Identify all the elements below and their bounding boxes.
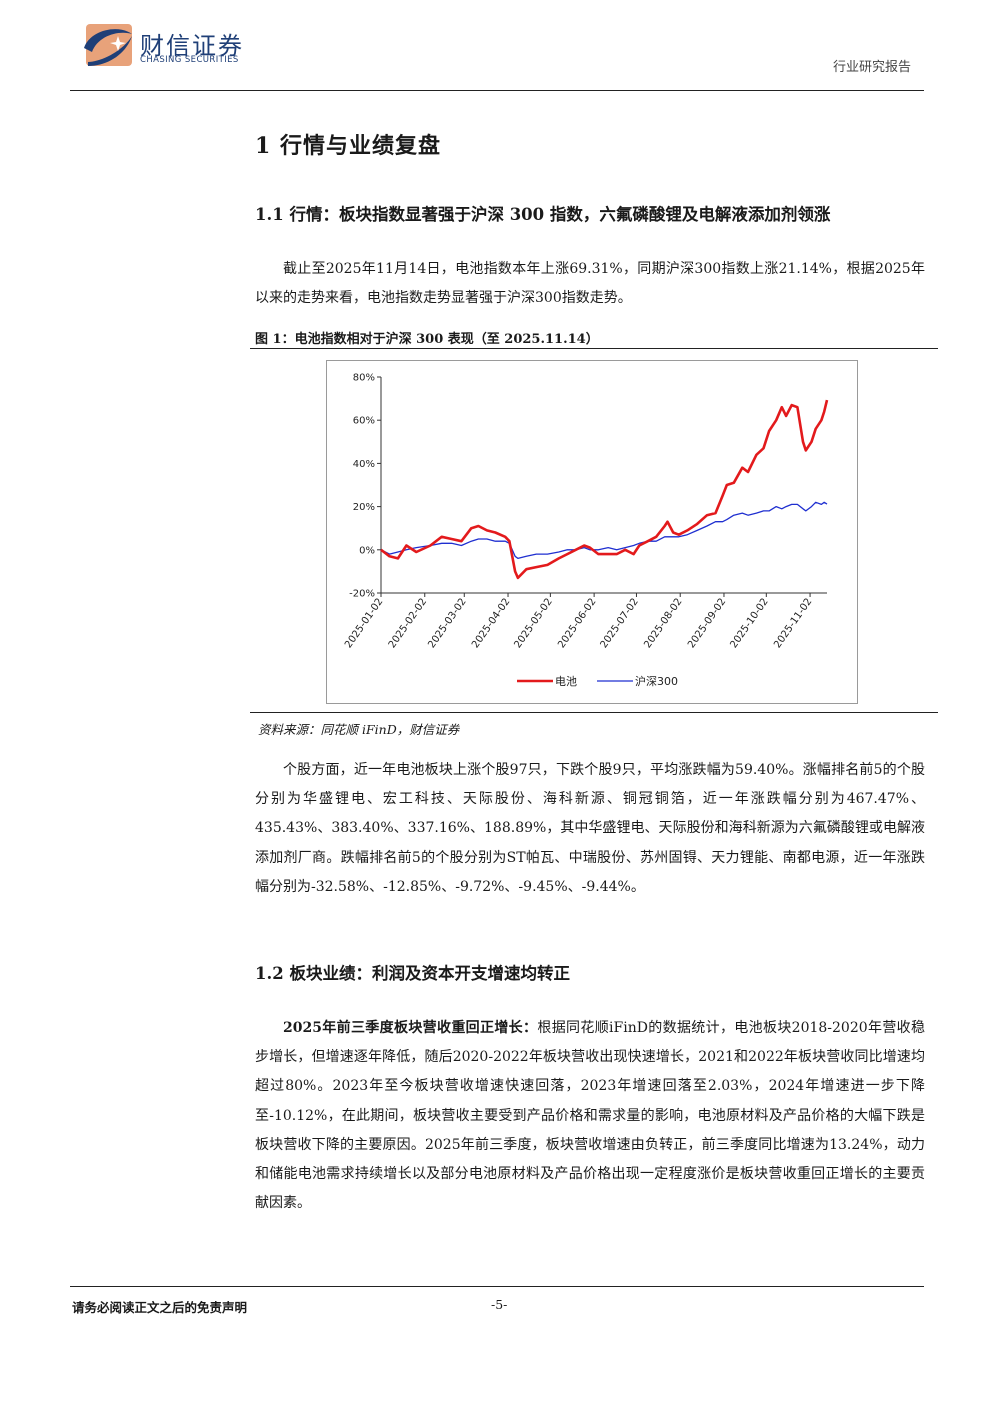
footer-disclaimer: 请务必阅读正文之后的免责声明 [72,1300,248,1315]
footer-divider [70,1286,924,1287]
section-1-2-lead: 2025年前三季度板块营收重回正增长： [283,1020,538,1036]
figure-top-rule [250,348,938,349]
y-tick-label: -20% [349,589,375,600]
x-tick-label: 2025-11-02 [772,596,814,650]
section-1-2-body: 根据同花顺iFinD的数据统计，电池板块2018-2020年营收稳步增长，但增速… [255,1020,925,1212]
section-1-2-paragraph: 2025年前三季度板块营收重回正增长：根据同花顺iFinD的数据统计，电池板块2… [255,1014,925,1218]
figure-1-source: 资料来源：同花顺 iFinD，财信证券 [258,722,460,737]
x-tick-label: 2025-03-02 [426,596,468,650]
section-1-1-paragraph: 截止至2025年11月14日，电池指数本年上涨69.31%，同期沪深300指数上… [255,261,925,307]
report-type-label: 行业研究报告 [832,60,911,75]
logo-swoosh [84,29,132,52]
stock-performance-paragraph: 个股方面，近一年电池板块上涨个股97只，下跌个股9只，平均涨跌幅为59.40%。… [255,762,925,895]
y-tick-label: 0% [359,545,375,556]
section-1-title: 1 行情与业绩复盘 [255,133,441,159]
y-tick-label: 80% [353,373,375,384]
logo-swoosh-lower [88,36,132,66]
line-chart: -20%0%20%40%60%80%2025-01-02 2025-02-0220… [343,373,829,688]
section-1-2-title: 1.2 板块业绩：利润及资本开支增速均转正 [255,964,570,983]
legend-label: 电池 [555,675,577,688]
figure-1-caption: 图 1：电池指数相对于沪深 300 表现（至 2025.11.14） [255,332,599,347]
series-line-battery [380,399,829,580]
legend-label: 沪深300 [635,674,678,688]
x-tick-label: 2025-02-02 [387,596,429,650]
series-line-csi300 [380,501,828,560]
brand-name-cn: 财信证券 [140,32,244,60]
company-logo-icon [84,24,132,66]
x-tick-label: 2025-09-02 [686,596,728,650]
x-tick-label: 2025-06-02 [556,596,598,650]
brand-name-en: CHASING SECURITIES [140,55,239,65]
x-tick-label: 2025-07-02 [599,596,641,650]
y-tick-label: 40% [353,459,375,470]
y-tick-label: 60% [353,416,375,427]
logo-star [110,36,126,51]
x-tick-label: 2025-08-02 [642,596,684,650]
figure-1-chart: -20% 0% 20% 40% 60% 80% 2025-01-02 2025-02-02 20… [326,360,858,704]
x-tick-label: 2025-10-02 [728,596,770,650]
x-tick-label: 2025-01-02 [343,596,385,650]
x-tick-label: 2025-05-02 [512,596,554,650]
x-tick-label: 2025-04-02 [470,596,512,650]
figure-bottom-rule [250,712,938,713]
page-number: -5- [491,1297,508,1312]
y-tick-label: 20% [353,502,375,513]
section-1-1-title: 1.1 行情：板块指数显著强于沪深 300 指数，六氟磷酸锂及电解液添加剂领涨 [255,205,831,224]
header-divider [70,90,924,91]
